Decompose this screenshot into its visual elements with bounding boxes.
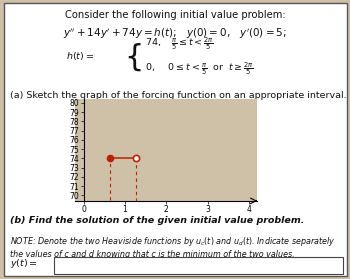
Text: $0,$    $0 \leq t < \frac{\pi}{5}$  or  $t \geq \frac{2\pi}{5}$: $0,$ $0 \leq t < \frac{\pi}{5}$ or $t \g…: [145, 60, 254, 77]
Text: the values of c and d knowing that c is the minimum of the two values.: the values of c and d knowing that c is …: [10, 250, 295, 259]
Text: (b) Find the solution of the given initial value problem.: (b) Find the solution of the given initi…: [10, 216, 305, 225]
Text: $h(t) =$: $h(t) =$: [66, 50, 94, 62]
Text: Consider the following initial value problem:: Consider the following initial value pro…: [65, 10, 285, 20]
FancyBboxPatch shape: [4, 3, 346, 276]
Text: NOTE: Denote the two Heaviside functions by $u_c(t)$ and $u_d(t)$. Indicate sepa: NOTE: Denote the two Heaviside functions…: [10, 235, 336, 248]
Text: (a) Sketch the graph of the forcing function on an appropriate interval.: (a) Sketch the graph of the forcing func…: [10, 91, 347, 100]
Text: $\{$: $\{$: [124, 41, 142, 73]
Text: $74,$   $\frac{\pi}{5} \leq t < \frac{2\pi}{5}$: $74,$ $\frac{\pi}{5} \leq t < \frac{2\pi…: [145, 35, 214, 52]
Text: $y(t) =$: $y(t) =$: [10, 257, 38, 270]
Text: $y'' + 14y' + 74y = h(t)$;   $y(0) = 0$,   $y'(0) = 5$;: $y'' + 14y' + 74y = h(t)$; $y(0) = 0$, $…: [63, 27, 287, 41]
FancyBboxPatch shape: [54, 257, 343, 274]
